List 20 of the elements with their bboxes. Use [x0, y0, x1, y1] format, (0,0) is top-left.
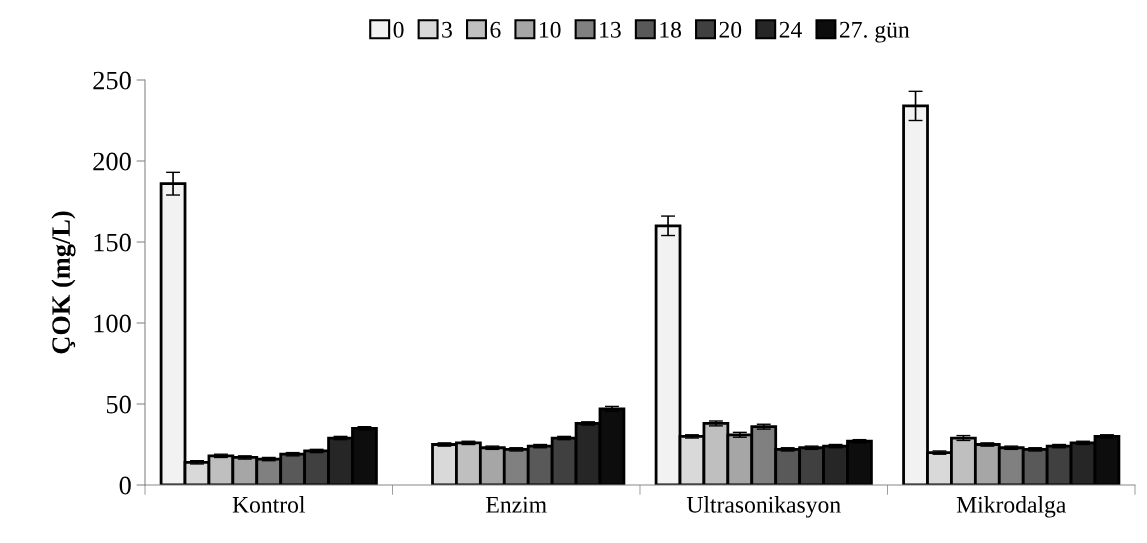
legend-label: 13	[600, 21, 621, 38]
x-tick-label: Mikrodalga	[956, 496, 1066, 518]
y-tick-label: 0	[119, 476, 131, 495]
y-tick-label: 100	[94, 314, 131, 333]
x-tick-label: Enzim	[486, 496, 547, 513]
y-tick-label: 200	[93, 152, 131, 171]
legend-label: 3	[442, 21, 452, 38]
legend-label: 20	[719, 21, 742, 38]
legend-label: 27. gün	[839, 21, 910, 43]
legend-label: 10	[539, 21, 561, 38]
y-axis-title: ÇOK (mg/L)	[51, 211, 76, 354]
x-tick-label: Ultrasonikasyon	[686, 496, 841, 518]
legend-label: 0	[393, 21, 404, 38]
legend-label: 6	[490, 21, 501, 38]
x-tick-label: Kontrol	[232, 496, 305, 513]
y-tick-label: 50	[106, 395, 131, 414]
y-tick-label: 250	[93, 71, 131, 90]
legend-label: 18	[660, 21, 682, 38]
legend-label: 24	[779, 21, 802, 38]
y-tick-label: 150	[94, 233, 131, 252]
